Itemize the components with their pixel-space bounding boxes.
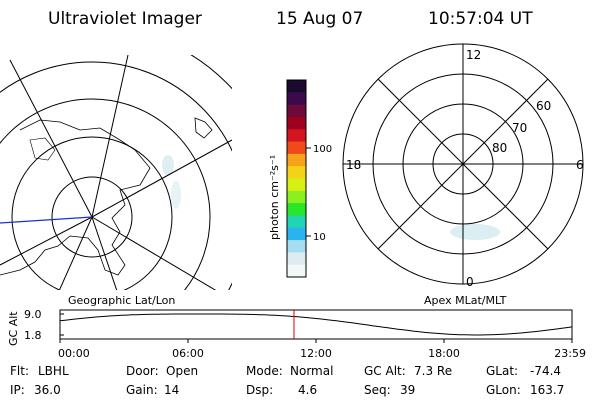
colorbar-blocks [287, 80, 306, 278]
mlt-label-18: 18 [346, 158, 361, 172]
aurora-patch [450, 224, 500, 240]
meridian-line [91, 216, 118, 290]
colorbar-tick-10: 10 [313, 232, 326, 243]
latitude-circle [0, 98, 211, 290]
colorbar-block [287, 240, 306, 253]
right-panel-caption: Apex MLat/MLT [424, 294, 507, 307]
colorbar-block [287, 203, 306, 216]
y-tick-9: 9.0 [24, 308, 42, 321]
mlt-label-0: 0 [466, 275, 474, 289]
meridian-line [58, 216, 93, 290]
latitude-circle [0, 61, 232, 290]
satellite-direction-line [0, 216, 93, 224]
mlat-label-80: 80 [492, 141, 507, 155]
header-date: 15 Aug 07 [276, 9, 363, 29]
colorbar-block [287, 141, 306, 155]
status-glat-label: GLat: [486, 364, 518, 378]
x-tick-label: 12:00 [300, 347, 332, 360]
colorbar-frame [286, 79, 307, 278]
y-tick-1-8: 1.8 [24, 329, 42, 342]
coastline [0, 119, 151, 276]
colorbar-block [287, 227, 306, 241]
colorbar-block [287, 252, 306, 266]
colorbar-block [287, 190, 306, 204]
status-panel: Flt: LBHL Door: Open Mode: Normal GC Alt… [10, 364, 564, 397]
x-tick-label: 18:00 [428, 347, 460, 360]
colorbar-block [287, 178, 306, 192]
status-door-label: Door: [126, 364, 159, 378]
meridian-line [9, 59, 93, 218]
status-gcalt-label: GC Alt: [364, 364, 406, 378]
status-dsp-label: Dsp: [246, 383, 273, 397]
colorbar-block [287, 153, 306, 167]
altitude-timeline: 9.0 1.8 GC Alt 00:00 06:00 12:00 18:00 23:59 [7, 308, 586, 360]
mlt-label-12: 12 [466, 48, 481, 62]
altitude-curve [59, 313, 573, 336]
status-mode-value: Normal [290, 364, 333, 378]
coastline [29, 137, 56, 161]
colorbar-block [287, 116, 306, 130]
meridian-line [91, 216, 217, 290]
status-ip-value: 36.0 [34, 383, 61, 397]
meridian-line [91, 139, 232, 218]
colorbar-block [287, 129, 306, 143]
colorbar-block [287, 80, 306, 93]
x-tick-label: 23:59 [554, 347, 586, 360]
status-gain-value: 14 [164, 383, 179, 397]
colorbar-tick-100: 100 [313, 144, 332, 155]
meridian-line [91, 55, 129, 218]
x-tick-label: 06:00 [172, 347, 204, 360]
status-glat-value: -74.4 [530, 364, 561, 378]
status-flt-value: LBHL [38, 364, 69, 378]
status-seq-label: Seq: [364, 383, 391, 397]
colorbar-block [287, 166, 306, 179]
colorbar-block [287, 264, 306, 278]
latitude-circle [51, 176, 133, 258]
latitude-circle [190, 55, 232, 90]
colorbar-block [287, 104, 306, 118]
mlt-diagonal [377, 78, 549, 250]
colorbar-unit-label: photon cm⁻²s⁻¹ [268, 155, 281, 240]
coastline [194, 117, 213, 139]
header-time: 10:57:04 UT [428, 9, 533, 29]
mlat-label-60: 60 [536, 99, 551, 113]
status-dsp-value: 4.6 [298, 383, 317, 397]
mlat-label-70: 70 [512, 121, 527, 135]
header-title: Ultraviolet Imager [48, 9, 202, 29]
geographic-map [0, 55, 232, 290]
colorbar: 100 10 photon cm⁻²s⁻¹ [268, 79, 332, 278]
x-tick-label: 00:00 [58, 347, 90, 360]
colorbar-block [287, 215, 306, 229]
colorbar-block [287, 92, 306, 106]
mlt-label-6: 6 [576, 158, 584, 172]
left-panel-caption: Geographic Lat/Lon [68, 294, 175, 307]
status-gcalt-value: 7.3 Re [414, 364, 452, 378]
aurora-patch [171, 181, 181, 209]
status-gain-label: Gain: [126, 383, 158, 397]
status-ip-label: IP: [10, 383, 25, 397]
aurora-patch [162, 155, 174, 175]
status-flt-label: Flt: [10, 364, 29, 378]
status-door-value: Open [166, 364, 198, 378]
magnetic-polar-plot [342, 43, 584, 285]
latitude-circle [11, 136, 173, 290]
status-glon-value: 163.7 [530, 383, 564, 397]
status-mode-label: Mode: [246, 364, 283, 378]
timeline-axis-label: GC Alt [7, 311, 20, 346]
status-seq-value: 39 [400, 383, 415, 397]
meridian-line [0, 216, 93, 266]
status-glon-label: GLon: [486, 383, 521, 397]
